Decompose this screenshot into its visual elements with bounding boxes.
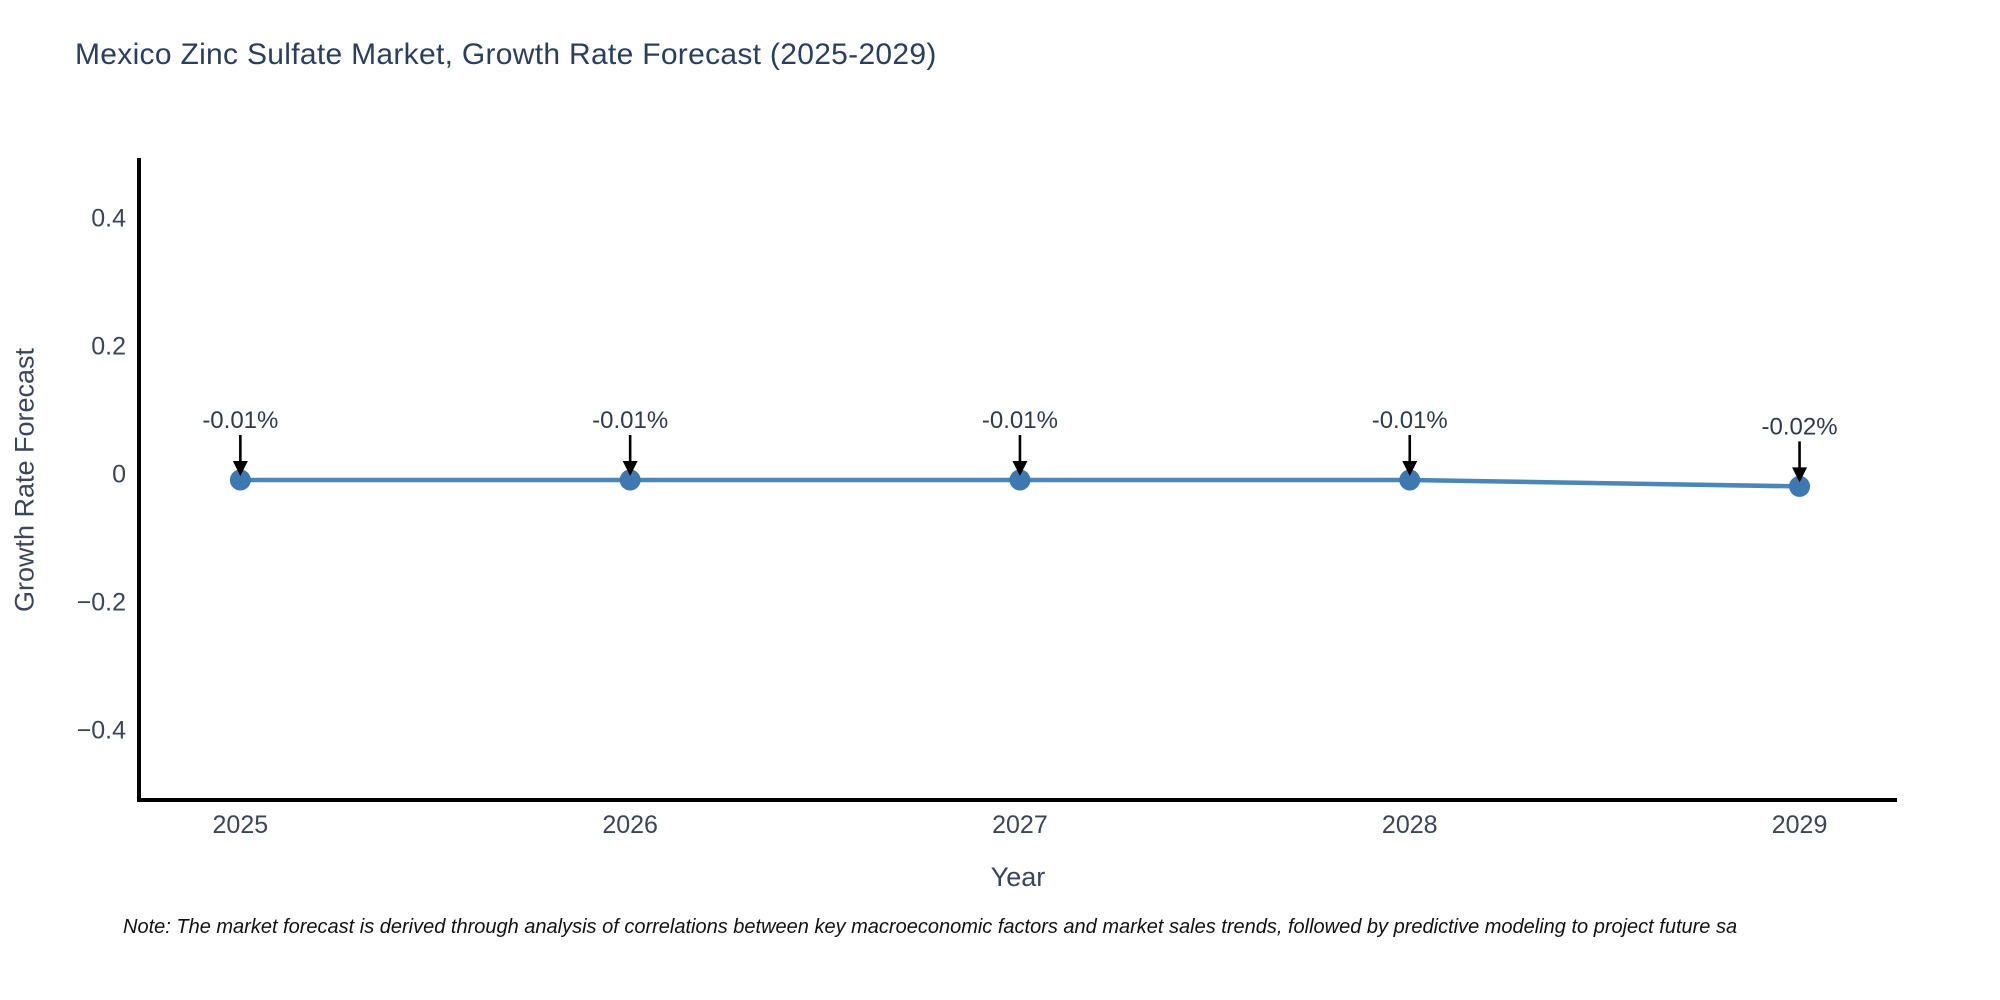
data-point-marker <box>1789 475 1811 497</box>
point-annotation-label: -0.01% <box>202 407 278 434</box>
x-tick-label: 2026 <box>602 811 658 839</box>
y-tick-label: −0.2 <box>77 589 126 617</box>
point-annotation-label: -0.01% <box>592 407 668 434</box>
x-tick-label: 2028 <box>1382 811 1438 839</box>
x-tick-label: 2025 <box>213 811 269 839</box>
x-tick-label: 2029 <box>1772 811 1828 839</box>
y-tick-label: 0.2 <box>91 333 126 361</box>
data-point-marker <box>229 469 251 491</box>
annotation-arrowhead-icon <box>1402 461 1418 476</box>
chart-title: Mexico Zinc Sulfate Market, Growth Rate … <box>75 38 937 71</box>
point-annotation-label: -0.01% <box>982 407 1058 434</box>
annotation-arrowhead-icon <box>1792 467 1808 483</box>
data-point-marker <box>619 469 641 491</box>
y-tick-label: −0.4 <box>77 717 126 745</box>
y-tick-label: 0.4 <box>91 205 126 233</box>
y-tick-label: 0 <box>112 461 126 489</box>
x-axis-title: Year <box>990 862 1046 892</box>
data-point-marker <box>1399 469 1421 491</box>
annotation-arrowhead-icon <box>232 461 248 476</box>
point-annotation-label: -0.02% <box>1762 413 1838 440</box>
point-annotation-label: -0.01% <box>1372 407 1448 434</box>
footnote: Note: The market forecast is derived thr… <box>123 916 1738 938</box>
annotation-arrowhead-icon <box>1012 461 1028 476</box>
data-point-marker <box>1009 469 1031 491</box>
x-tick-label: 2027 <box>992 811 1048 839</box>
annotation-arrowhead-icon <box>622 461 638 476</box>
